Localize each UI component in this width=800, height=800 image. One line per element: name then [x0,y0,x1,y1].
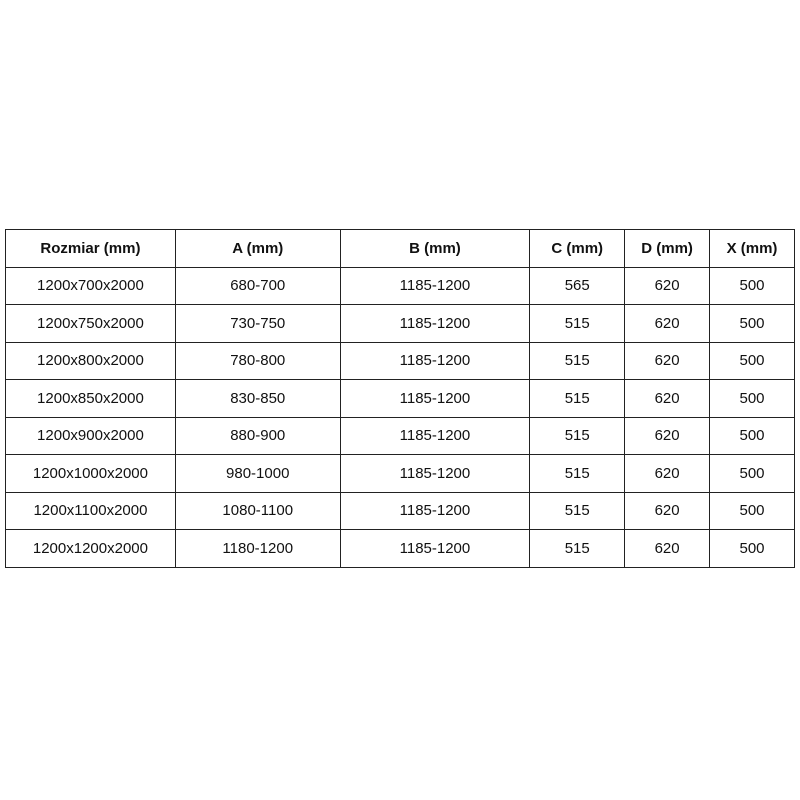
cell-c: 565 [529,266,626,305]
cell-c: 515 [529,491,626,530]
cell-c: 515 [529,341,626,380]
column-header-a: A (mm) [174,229,341,268]
cell-a: 780-800 [174,341,341,380]
table-row: 1200x1200x2000 1180-1200 1185-1200 515 620 50… [5,529,795,568]
cell-d: 620 [624,529,711,568]
cell-x: 500 [709,304,795,343]
cell-b: 1185-1200 [339,529,531,568]
dimensions-table: Rozmiar (mm) A (mm) B (mm) C (mm) D (mm) X (m… [5,229,795,568]
column-header-b: B (mm) [339,229,531,268]
cell-a: 830-850 [174,379,341,418]
cell-a: 730-750 [174,304,341,343]
column-header-size: Rozmiar (mm) [5,229,176,268]
cell-x: 500 [709,491,795,530]
column-header-d: D (mm) [624,229,711,268]
table-row: 1200x700x2000 680-700 1185-1200 565 620 500 [5,266,795,305]
cell-b: 1185-1200 [339,304,531,343]
cell-x: 500 [709,416,795,455]
table-row: 1200x750x2000 730-750 1185-1200 515 620 500 [5,304,795,343]
cell-c: 515 [529,529,626,568]
cell-b: 1185-1200 [339,341,531,380]
cell-size: 1200x900x2000 [5,416,176,455]
cell-b: 1185-1200 [339,416,531,455]
header-row: Rozmiar (mm) A (mm) B (mm) C (mm) D (mm) X (m… [5,229,795,268]
cell-b: 1185-1200 [339,266,531,305]
cell-x: 500 [709,529,795,568]
cell-c: 515 [529,304,626,343]
cell-x: 500 [709,341,795,380]
cell-size: 1200x700x2000 [5,266,176,305]
cell-c: 515 [529,416,626,455]
cell-d: 620 [624,266,711,305]
cell-d: 620 [624,379,711,418]
cell-d: 620 [624,491,711,530]
cell-b: 1185-1200 [339,491,531,530]
table-row: 1200x1100x2000 1080-1100 1185-1200 515 620 50… [5,491,795,530]
cell-a: 980-1000 [174,454,341,493]
cell-c: 515 [529,379,626,418]
cell-d: 620 [624,454,711,493]
cell-a: 1180-1200 [174,529,341,568]
cell-size: 1200x1000x2000 [5,454,176,493]
cell-b: 1185-1200 [339,454,531,493]
column-header-x: X (mm) [709,229,795,268]
cell-a: 1080-1100 [174,491,341,530]
table-row: 1200x900x2000 880-900 1185-1200 515 620 500 [5,416,795,455]
cell-size: 1200x750x2000 [5,304,176,343]
cell-a: 880-900 [174,416,341,455]
cell-x: 500 [709,454,795,493]
cell-a: 680-700 [174,266,341,305]
cell-d: 620 [624,304,711,343]
table-row: 1200x800x2000 780-800 1185-1200 515 620 500 [5,341,795,380]
cell-d: 620 [624,416,711,455]
cell-size: 1200x1200x2000 [5,529,176,568]
cell-x: 500 [709,379,795,418]
cell-size: 1200x850x2000 [5,379,176,418]
cell-size: 1200x800x2000 [5,341,176,380]
table-row: 1200x850x2000 830-850 1185-1200 515 620 500 [5,379,795,418]
cell-size: 1200x1100x2000 [5,491,176,530]
cell-c: 515 [529,454,626,493]
table-row: 1200x1000x2000 980-1000 1185-1200 515 620 500 [5,454,795,493]
cell-x: 500 [709,266,795,305]
column-header-c: C (mm) [529,229,626,268]
cell-d: 620 [624,341,711,380]
cell-b: 1185-1200 [339,379,531,418]
